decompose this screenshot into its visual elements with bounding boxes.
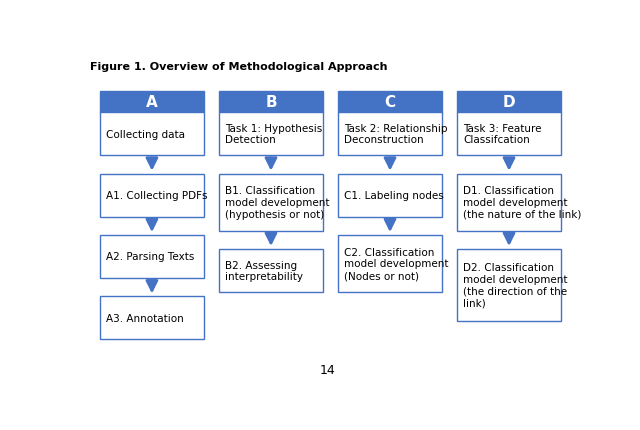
FancyBboxPatch shape — [219, 91, 323, 113]
FancyBboxPatch shape — [100, 174, 204, 217]
Text: B1. Classification
model development
(hypothesis or not): B1. Classification model development (hy… — [225, 186, 330, 219]
Text: B2. Assessing
interpretability: B2. Assessing interpretability — [225, 260, 303, 282]
FancyBboxPatch shape — [338, 235, 442, 292]
FancyBboxPatch shape — [100, 297, 204, 340]
FancyBboxPatch shape — [100, 91, 204, 113]
FancyBboxPatch shape — [219, 113, 323, 156]
FancyBboxPatch shape — [338, 113, 442, 156]
Text: Task 1: Hypothesis
Detection: Task 1: Hypothesis Detection — [225, 123, 322, 145]
Text: D1. Classification
model development
(the nature of the link): D1. Classification model development (th… — [463, 186, 581, 219]
Text: D2. Classification
model development
(the direction of the
link): D2. Classification model development (th… — [463, 263, 568, 307]
FancyBboxPatch shape — [338, 174, 442, 217]
FancyBboxPatch shape — [457, 91, 561, 113]
Text: B: B — [265, 95, 276, 110]
FancyBboxPatch shape — [457, 113, 561, 156]
Text: A1. Collecting PDFs: A1. Collecting PDFs — [106, 190, 207, 201]
Text: C2. Classification
model development
(Nodes or not): C2. Classification model development (No… — [344, 247, 449, 280]
Text: 14: 14 — [320, 363, 336, 376]
Text: Collecting data: Collecting data — [106, 129, 185, 139]
Text: A2. Parsing Texts: A2. Parsing Texts — [106, 252, 194, 262]
Text: A3. Annotation: A3. Annotation — [106, 313, 184, 323]
FancyBboxPatch shape — [100, 235, 204, 278]
FancyBboxPatch shape — [219, 174, 323, 231]
Text: C: C — [385, 95, 396, 110]
FancyBboxPatch shape — [338, 91, 442, 113]
FancyBboxPatch shape — [219, 249, 323, 292]
Text: D: D — [503, 95, 515, 110]
FancyBboxPatch shape — [457, 174, 561, 231]
Text: Task 3: Feature
Classifcation: Task 3: Feature Classifcation — [463, 123, 541, 145]
Text: Figure 1. Overview of Methodological Approach: Figure 1. Overview of Methodological App… — [90, 61, 387, 71]
Text: C1. Labeling nodes: C1. Labeling nodes — [344, 190, 444, 201]
Text: A: A — [146, 95, 158, 110]
FancyBboxPatch shape — [457, 249, 561, 321]
Text: Task 2: Relationship
Deconstruction: Task 2: Relationship Deconstruction — [344, 123, 447, 145]
FancyBboxPatch shape — [100, 113, 204, 156]
